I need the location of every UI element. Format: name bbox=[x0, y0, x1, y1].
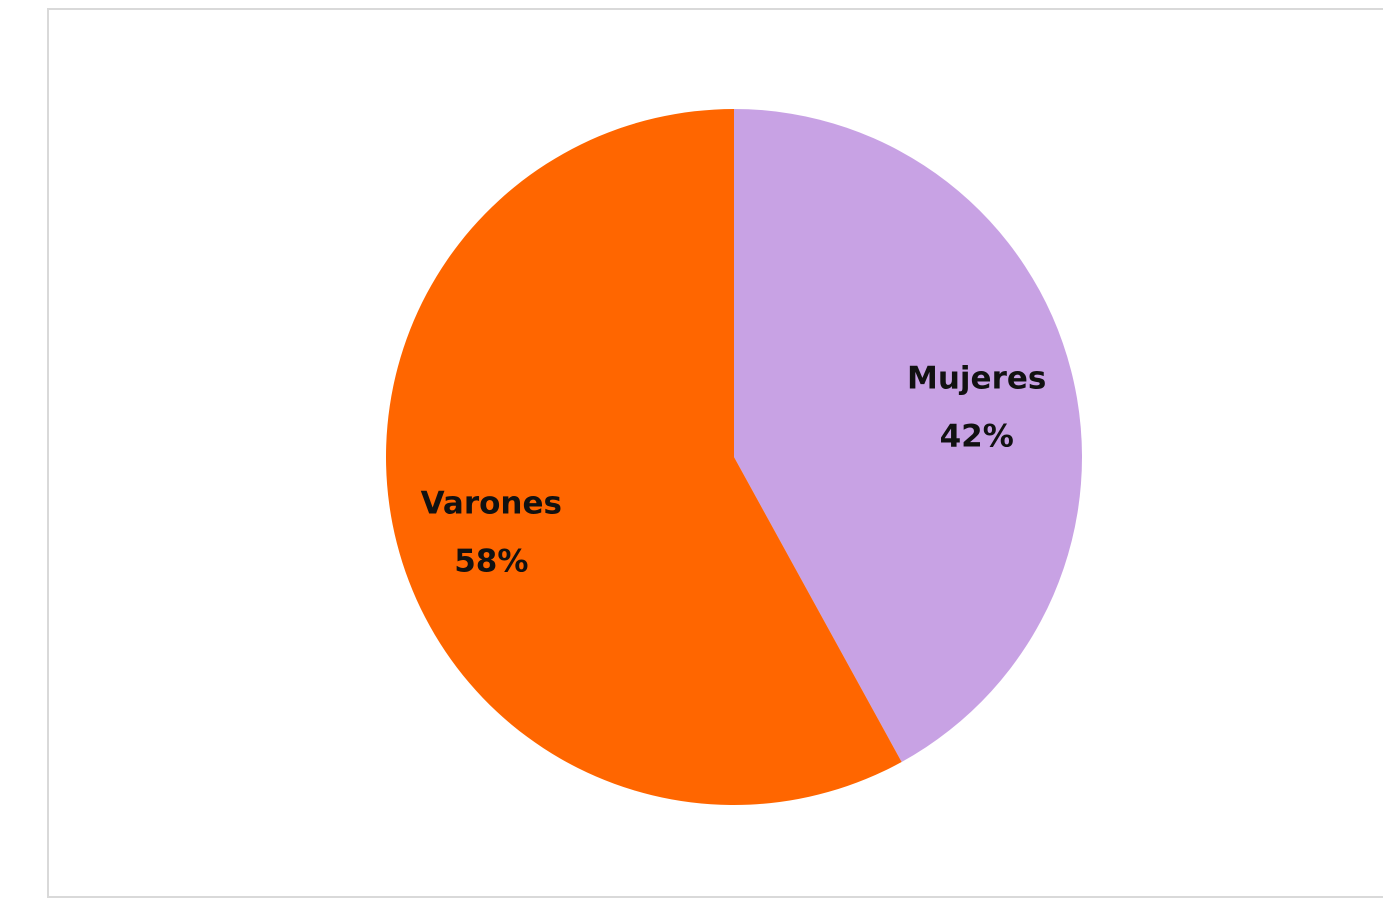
slice-value-mujeres: 42% bbox=[940, 419, 1014, 455]
slice-value-varones: 58% bbox=[454, 543, 528, 579]
chart-frame: Mujeres 42% Varones 58% bbox=[47, 8, 1383, 898]
slice-label-varones: Varones bbox=[421, 485, 562, 521]
pie-slices bbox=[386, 109, 1083, 805]
slice-label-mujeres: Mujeres bbox=[907, 361, 1046, 397]
pie-labels: Mujeres 42% Varones 58% bbox=[421, 361, 1047, 580]
pie-chart: Mujeres 42% Varones 58% bbox=[386, 109, 1083, 805]
pie-slice-mujeres bbox=[734, 109, 1083, 762]
pie-slice-varones bbox=[386, 109, 902, 805]
